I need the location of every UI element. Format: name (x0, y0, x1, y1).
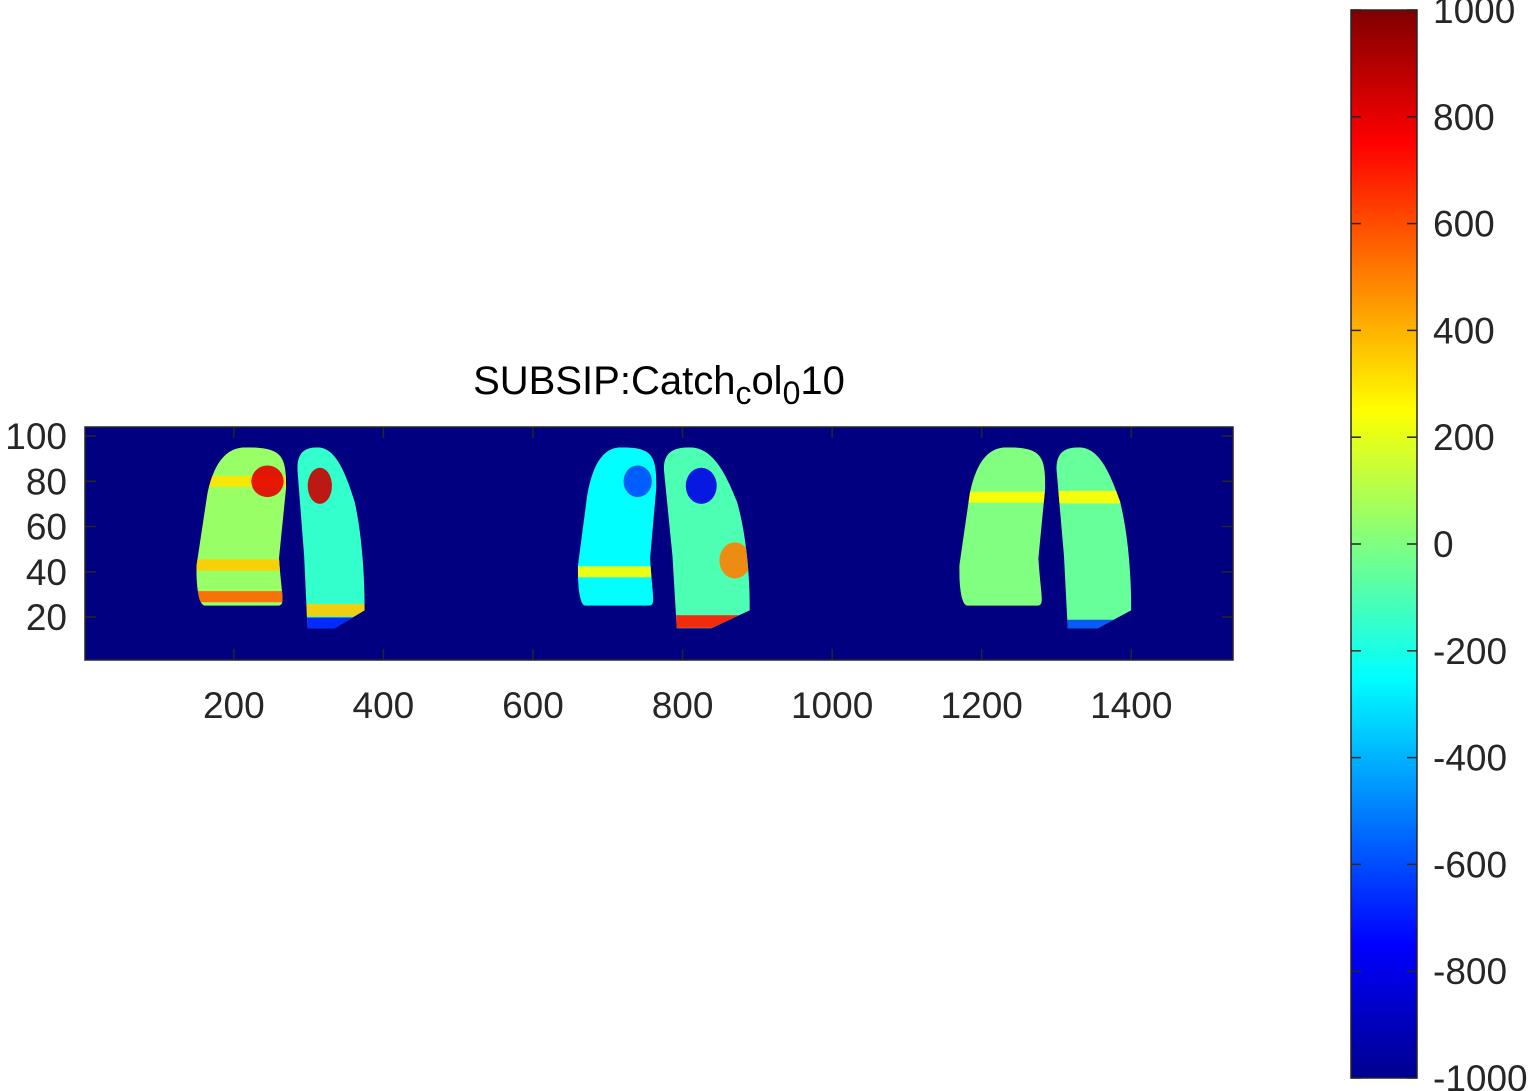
x-tick-label: 600 (502, 685, 564, 726)
y-tick-label: 40 (26, 552, 67, 593)
x-tick-label: 200 (203, 685, 265, 726)
x-tick-label: 400 (353, 685, 415, 726)
chart-title: SUBSIP:Catchcol010 (473, 359, 845, 411)
colorbar-tick-label: -1000 (1433, 1058, 1528, 1091)
lung-hotspot (623, 465, 652, 498)
axes-box (84, 426, 1234, 661)
x-tick-label: 800 (652, 685, 714, 726)
title-segment: 10 (800, 359, 845, 403)
lung-band (297, 603, 365, 617)
lung-band (196, 559, 287, 571)
y-tick-label: 60 (26, 507, 67, 548)
colorbar-ticks: 1000 800 600 400 200 0 -200 -400 -600 -800 -1000 (1351, 0, 1528, 1091)
lung-band (297, 617, 365, 629)
lung-band (1056, 490, 1132, 504)
title-segment: SUBSIP:Catch (473, 359, 735, 403)
colorbar-tick-label: 1000 (1433, 0, 1515, 31)
colorbar: 1000 800 600 400 200 0 -200 -400 -600 -800 -1000 (1350, 0, 1528, 1091)
colorbar-tick-label: 400 (1433, 310, 1495, 351)
colorbar-tick-label: 0 (1433, 524, 1454, 565)
title-subscript: c (735, 375, 751, 411)
lung-band (196, 475, 287, 487)
colorbar-tick-label: -600 (1433, 844, 1507, 885)
y-tick-label: 80 (26, 461, 67, 502)
title-segment: ol (751, 359, 782, 403)
colorbar-tick-label: 800 (1433, 97, 1495, 138)
colorbar-tick-label: -800 (1433, 951, 1507, 992)
colorbar-tick-label: -400 (1433, 738, 1507, 779)
lung-hotspot (251, 465, 284, 498)
heatmap-image (196, 447, 1132, 629)
y-tick-label: 100 (5, 416, 67, 457)
lung-band (1056, 619, 1132, 629)
lung-band (577, 566, 657, 578)
x-tick-label: 1000 (791, 685, 873, 726)
title-subscript: 0 (783, 375, 801, 411)
lung-region (663, 447, 750, 629)
lung-hotspot (719, 542, 750, 579)
colorbar-gradient (1351, 10, 1417, 1078)
colorbar-tick-label: 200 (1433, 417, 1495, 458)
colorbar-tick-label: 600 (1433, 204, 1495, 245)
x-tick-label: 1200 (941, 685, 1023, 726)
x-axis: 200 400 600 800 1000 1200 1400 (203, 427, 1172, 726)
y-tick-label: 20 (26, 597, 67, 638)
lung-hotspot (685, 467, 717, 504)
lung-band (196, 591, 287, 603)
lung-band (959, 491, 1046, 503)
lung-region (297, 447, 365, 629)
lung-hotspot (307, 467, 332, 504)
colorbar-tick-label: -200 (1433, 631, 1507, 672)
x-tick-label: 1400 (1090, 685, 1172, 726)
